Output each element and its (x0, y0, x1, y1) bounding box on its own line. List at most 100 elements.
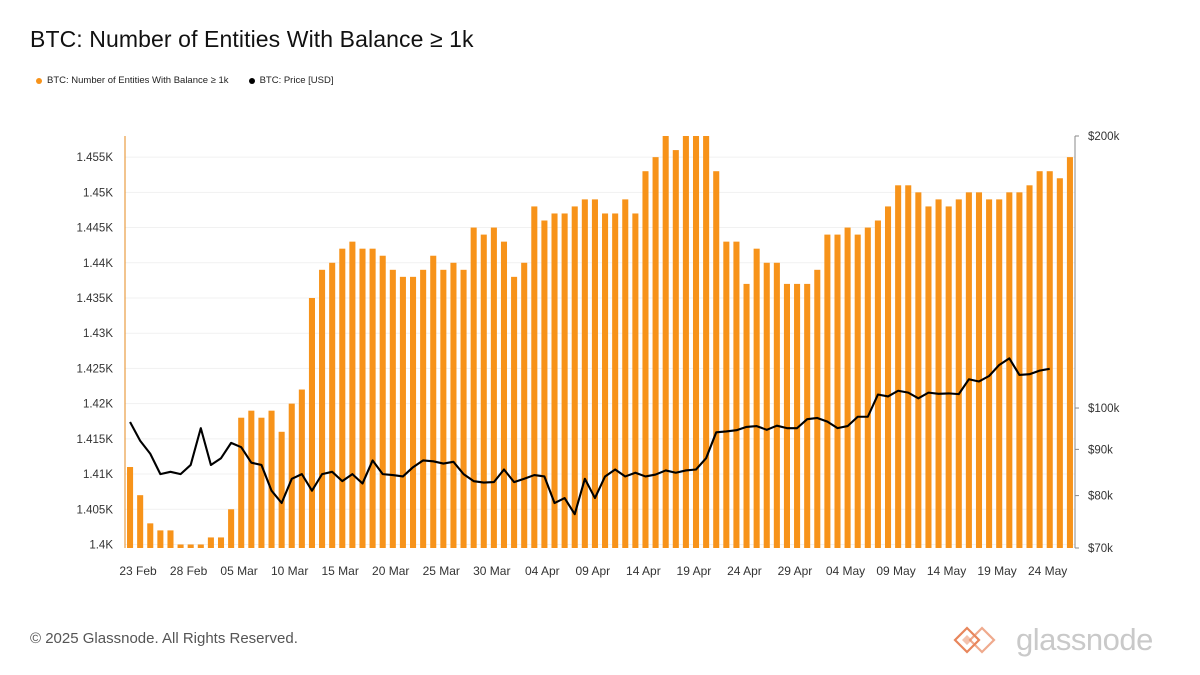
legend-label-price: BTC: Price [USD] (259, 75, 334, 86)
bar (480, 234, 487, 548)
bar (561, 213, 568, 548)
bar (460, 269, 467, 548)
y-left-tick-label: 1.42K (83, 399, 113, 411)
copyright-text: © 2025 Glassnode. All Rights Reserved. (30, 630, 298, 647)
bar (228, 509, 235, 548)
bar (824, 234, 831, 548)
legend-label-entities: BTC: Number of Entities With Balance ≥ 1… (47, 75, 229, 86)
bar (288, 403, 295, 548)
price-line-series (129, 357, 1050, 516)
x-tick-label: 19 May (977, 564, 1016, 578)
x-tick-label: 29 Apr (778, 564, 813, 578)
bar (895, 185, 902, 549)
bar (885, 206, 892, 548)
bar (965, 192, 972, 548)
bar (399, 276, 406, 548)
x-tick-label: 14 Apr (626, 564, 661, 578)
bar (329, 262, 336, 548)
x-tick-label: 20 Mar (372, 564, 409, 578)
bar (369, 248, 376, 548)
bar (349, 241, 356, 548)
bar (612, 213, 619, 548)
x-tick-label: 23 Feb (119, 564, 157, 578)
price-line (129, 357, 1050, 516)
bar (1026, 185, 1033, 549)
bar (308, 297, 315, 548)
legend-swatch-price (248, 77, 255, 84)
y-left-tick-label: 1.405K (77, 504, 114, 516)
bar (804, 283, 811, 548)
y-left-tick-label: 1.43K (83, 328, 113, 340)
bar (864, 227, 871, 548)
x-tick-label: 19 Apr (677, 564, 712, 578)
legend-item-price[interactable]: BTC: Price [USD] (248, 75, 334, 86)
bar (672, 150, 679, 548)
bar (207, 537, 214, 548)
bar (632, 213, 639, 548)
bar (278, 431, 285, 548)
y-right-tick-label: $90k (1088, 444, 1113, 456)
bar (874, 220, 881, 548)
y-right-tick-label: $70k (1088, 543, 1113, 555)
bar (844, 227, 851, 548)
bar (177, 544, 184, 548)
bar (1046, 171, 1053, 548)
x-tick-label: 25 Mar (423, 564, 460, 578)
bar (854, 234, 861, 548)
bar (238, 417, 245, 548)
chart-legend: BTC: Number of Entities With Balance ≥ 1… (36, 75, 333, 86)
bar (500, 241, 508, 548)
bar (490, 227, 497, 548)
legend-swatch-entities (36, 77, 42, 84)
x-tick-label: 24 May (1028, 564, 1067, 578)
x-tick-label: 09 May (876, 564, 915, 578)
bar (986, 199, 993, 548)
legend-item-entities[interactable]: BTC: Number of Entities With Balance ≥ 1… (36, 75, 229, 86)
y-left-tick-label: 1.41K (83, 469, 113, 481)
bar (359, 248, 366, 548)
bar (905, 185, 912, 549)
bar (1056, 178, 1063, 548)
y-left-tick-label: 1.435K (77, 293, 114, 305)
x-tick-label: 05 Mar (220, 564, 257, 578)
bar (531, 206, 538, 548)
bar (935, 199, 942, 548)
bar (137, 495, 144, 548)
bar (662, 136, 669, 548)
bar (440, 269, 447, 548)
x-tick-label: 24 Apr (727, 564, 762, 578)
bar (268, 410, 275, 548)
bar (339, 248, 346, 548)
chart-plot-area: 1.4K 1.405K 1.41K 1.415K 1.42K 1.425K 1.43K 1.4… (77, 131, 1120, 578)
axes: 1.4K 1.405K 1.41K 1.415K 1.42K 1.425K 1.43K 1.4… (77, 131, 1120, 578)
bar (945, 206, 952, 548)
bar (814, 269, 821, 548)
y-left-tick-label: 1.425K (77, 363, 114, 375)
glassnode-logo-icon (953, 626, 996, 654)
bar (541, 220, 548, 548)
bar (470, 227, 477, 548)
bar (925, 206, 932, 548)
bar (389, 269, 396, 548)
bar (1066, 157, 1073, 548)
bar (298, 389, 305, 548)
bar (703, 136, 710, 548)
bar (511, 276, 518, 548)
x-tick-label: 04 May (826, 564, 865, 578)
bar (147, 523, 154, 548)
bar (187, 544, 194, 548)
bar (319, 269, 326, 548)
y-left-tick-label: 1.445K (77, 223, 114, 235)
bar (127, 467, 134, 548)
x-tick-label: 15 Mar (322, 564, 359, 578)
bar (197, 544, 204, 548)
y-left-tick-label: 1.45K (83, 187, 113, 199)
bar (420, 269, 427, 548)
bar (1036, 171, 1043, 548)
y-right-tick-label: $200k (1088, 131, 1120, 143)
bar (652, 157, 659, 548)
bar (430, 255, 437, 549)
bar (733, 241, 740, 548)
x-tick-label: 09 Apr (575, 564, 610, 578)
bar (1006, 192, 1013, 548)
